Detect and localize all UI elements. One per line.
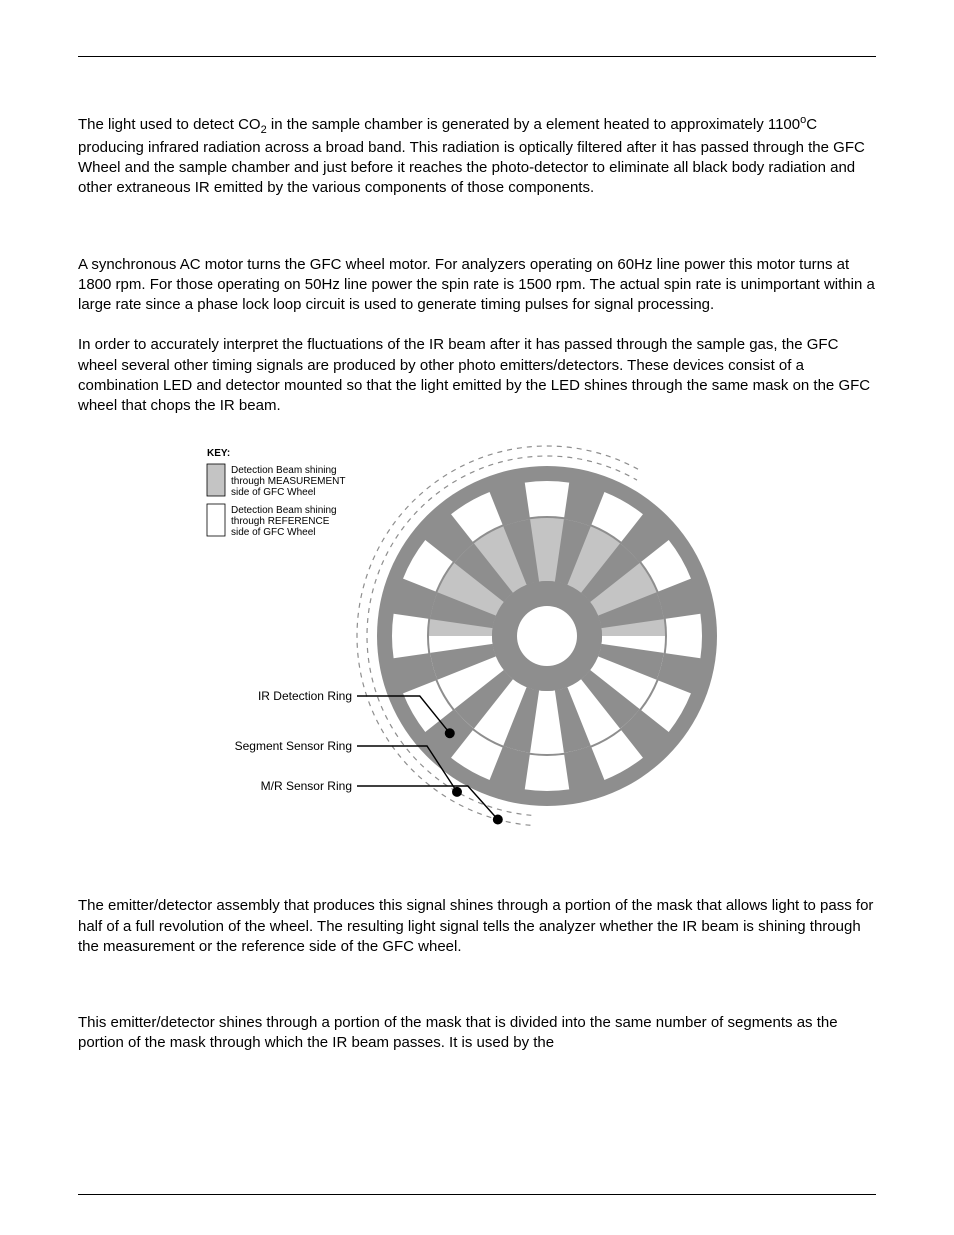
svg-text:KEY:: KEY: [207,448,230,459]
top-rule [78,56,876,57]
svg-text:side of GFC Wheel: side of GFC Wheel [231,487,315,498]
paragraph-5: This emitter/detector shines through a p… [78,1013,876,1054]
svg-text:Detection Beam shining: Detection Beam shining [231,505,337,516]
p1-part-a: The light used to detect CO [78,116,261,133]
paragraph-1: The light used to detect CO2 in the samp… [78,113,876,199]
bottom-rule [78,1194,876,1195]
paragraph-2: A synchronous AC motor turns the GFC whe… [78,255,876,316]
page: The light used to detect CO2 in the samp… [0,0,954,1235]
svg-text:M/R Sensor Ring: M/R Sensor Ring [261,779,352,793]
p1-part-b: in the sample chamber is generated by a … [267,116,800,133]
paragraph-4: The emitter/detector assembly that produ… [78,896,876,957]
gfc-wheel-diagram: IR Detection Ring Segment Sensor Ring M/R … [197,436,757,836]
spacer [78,219,876,255]
svg-text:through MEASUREMENT: through MEASUREMENT [231,476,345,487]
svg-text:through REFERENCE: through REFERENCE [231,516,330,527]
svg-text:side of GFC Wheel: side of GFC Wheel [231,527,315,538]
svg-text:IR Detection Ring: IR Detection Ring [258,689,352,703]
svg-text:Detection Beam shining: Detection Beam shining [231,465,337,476]
paragraph-3: In order to accurately interpret the flu… [78,335,876,416]
spacer-2 [78,977,876,1013]
figure-container: IR Detection Ring Segment Sensor Ring M/R … [78,436,876,836]
svg-text:Segment Sensor Ring: Segment Sensor Ring [235,739,352,753]
